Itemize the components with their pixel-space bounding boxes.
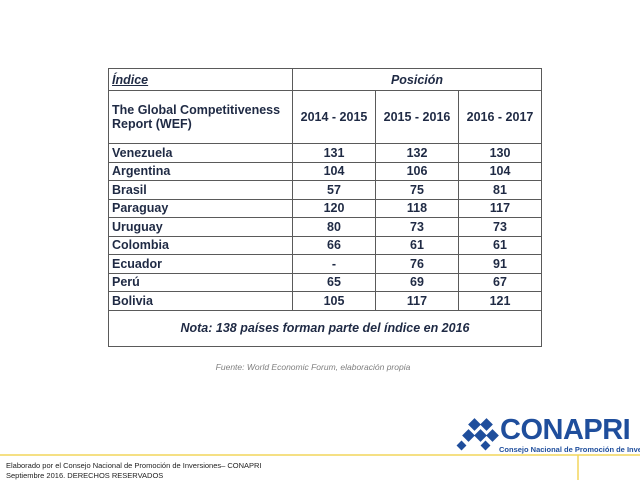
table-row: Argentina 104 106 104 [108, 161, 542, 181]
logo-subtitle: Consejo Nacional de Promoción de Inversi… [499, 445, 640, 454]
rank-cell: 66 [292, 235, 376, 255]
rank-cell: 130 [458, 143, 542, 163]
report-label: The Global Competitiveness Report (WEF) [108, 90, 293, 144]
rank-cell: 57 [292, 180, 376, 200]
rank-cell: 117 [458, 198, 542, 218]
footer-line: Elaborado por el Consejo Nacional de Pro… [6, 461, 262, 470]
country-cell: Venezuela [108, 143, 293, 163]
rank-cell: 131 [292, 143, 376, 163]
year-header: 2016 - 2017 [458, 90, 542, 144]
ranking-table: Índice Posición The Global Competitivene… [108, 68, 542, 347]
rank-cell: 104 [292, 161, 376, 181]
country-cell: Colombia [108, 235, 293, 255]
logo-name: CONAPRI [500, 414, 631, 446]
rank-cell: 61 [458, 235, 542, 255]
table-row: Venezuela 131 132 130 [108, 143, 542, 163]
rank-cell: 118 [375, 198, 459, 218]
rank-cell: 121 [458, 291, 542, 311]
table-row: Bolivia 105 117 121 [108, 291, 542, 311]
rank-cell: 75 [375, 180, 459, 200]
source-note: Fuente: World Economic Forum, elaboració… [215, 362, 411, 372]
rank-cell: 80 [292, 217, 376, 237]
rank-cell: 81 [458, 180, 542, 200]
table-row: Colombia 66 61 61 [108, 235, 542, 255]
table-note: Nota: 138 países forman parte del índice… [108, 309, 542, 347]
country-cell: Argentina [108, 161, 293, 181]
rank-cell: 117 [375, 291, 459, 311]
country-cell: Uruguay [108, 217, 293, 237]
year-header: 2015 - 2016 [375, 90, 459, 144]
rank-cell: 105 [292, 291, 376, 311]
note-row: Nota: 138 países forman parte del índice… [108, 309, 542, 347]
rank-cell: 106 [375, 161, 459, 181]
table-row: Brasil 57 75 81 [108, 180, 542, 200]
rank-cell: 104 [458, 161, 542, 181]
footer-line: Septiembre 2016. DERECHOS RESERVADOS [6, 471, 164, 480]
table-row: Paraguay 120 118 117 [108, 198, 542, 218]
table-row: Perú 65 69 67 [108, 272, 542, 292]
country-cell: Paraguay [108, 198, 293, 218]
rank-cell: 73 [458, 217, 542, 237]
table-row: Uruguay 80 73 73 [108, 217, 542, 237]
rank-cell: 61 [375, 235, 459, 255]
country-cell: Brasil [108, 180, 293, 200]
